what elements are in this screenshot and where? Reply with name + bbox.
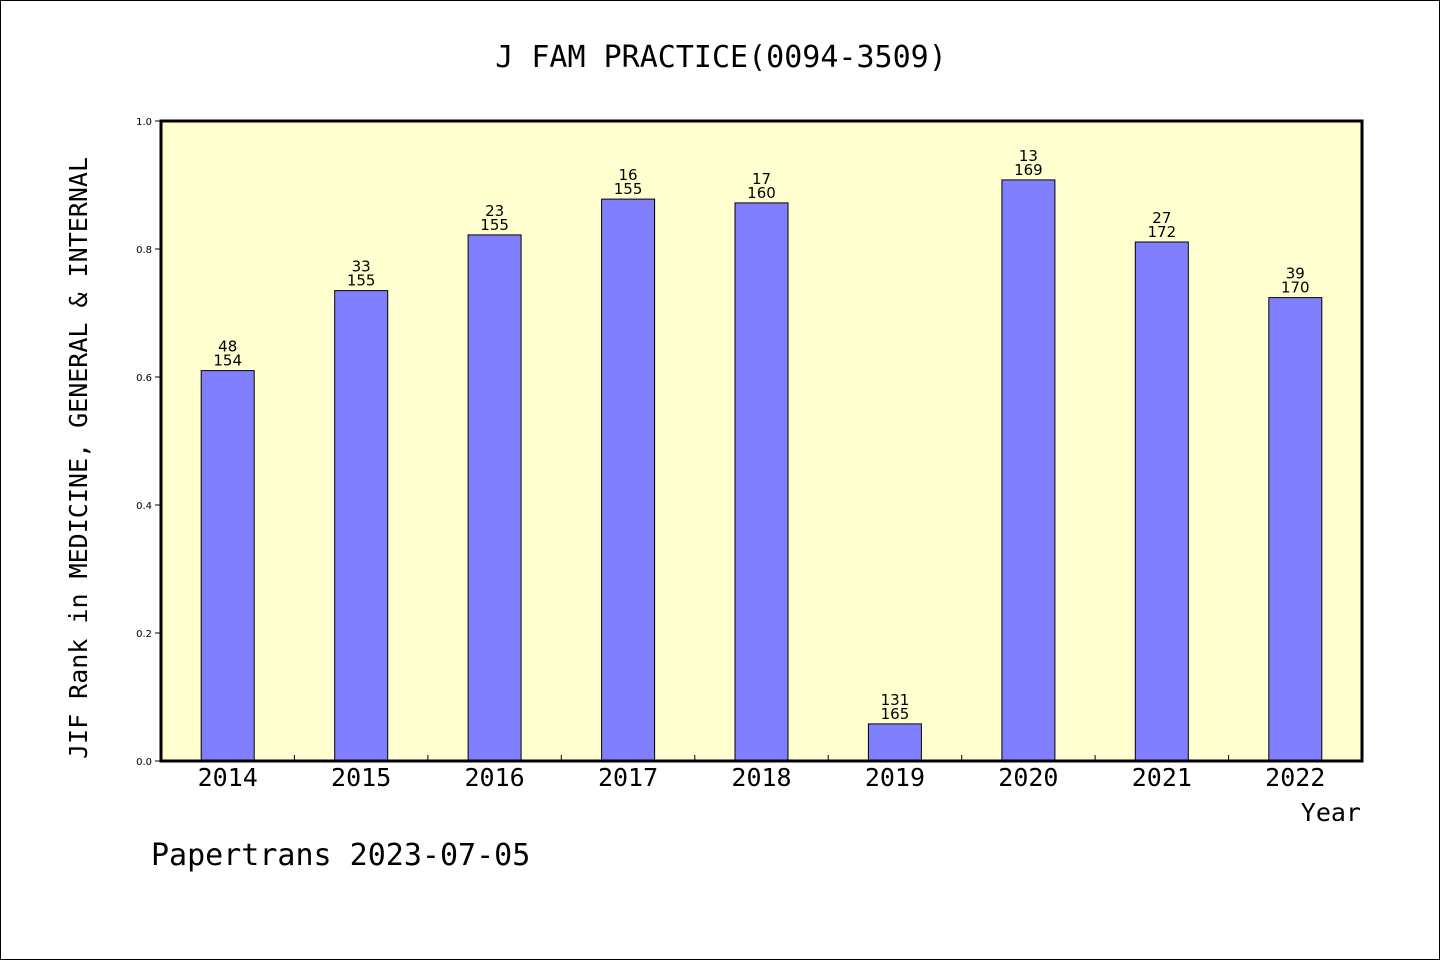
bar-total-label-2019: 165 <box>881 705 910 723</box>
y-tick-label: 0.4 <box>136 501 152 512</box>
bar-2016 <box>467 234 522 762</box>
y-axis: 0.0 0.2 0.4 0.6 0.8 1.0 <box>136 117 161 768</box>
x-tick-label-2021: 2021 <box>1132 763 1192 792</box>
bar-2020 <box>1001 179 1056 762</box>
x-tick-label-2014: 2014 <box>198 763 258 792</box>
bar-2022 <box>1268 297 1323 762</box>
x-tick-label-2015: 2015 <box>331 763 391 792</box>
x-tick-label-2018: 2018 <box>731 763 791 792</box>
x-tick-label-2017: 2017 <box>598 763 658 792</box>
bar-rank-label-2014: 48 <box>218 338 237 356</box>
bar-2017 <box>601 198 656 762</box>
bar-rank-label-2020: 13 <box>1019 147 1038 165</box>
plot-border <box>159 119 1364 763</box>
bar-total-label-2015: 155 <box>347 272 376 290</box>
x-tick-label-2020: 2020 <box>998 763 1058 792</box>
bar-total-label-2017: 155 <box>614 180 643 198</box>
y-tick-label: 0.2 <box>136 629 152 640</box>
bar-total-label-2021: 172 <box>1148 223 1177 241</box>
y-tick-label: 0.8 <box>136 245 152 256</box>
bar-rank-label-2021: 27 <box>1152 209 1171 227</box>
bar-2019 <box>867 723 922 762</box>
bar-rank-label-2015: 33 <box>352 258 371 276</box>
x-axis-title: Year <box>1301 798 1361 827</box>
bar-total-label-2022: 170 <box>1281 279 1310 297</box>
bar-rank-label-2018: 17 <box>752 170 771 188</box>
x-axis: 2014 2015 2016 2017 2018 2019 2020 2021 2022 <box>198 755 1325 792</box>
x-tick-label-2022: 2022 <box>1265 763 1325 792</box>
y-tick-label: 1.0 <box>136 117 152 128</box>
y-tick-label: 0.6 <box>136 373 152 384</box>
bar-total-label-2020: 169 <box>1014 161 1043 179</box>
bar-2014 <box>200 370 255 762</box>
y-axis-title: JIF Rank in MEDICINE, GENERAL & INTERNAL <box>64 157 93 759</box>
bar-rank-label-2019: 131 <box>881 691 910 709</box>
bar-2018 <box>734 202 789 762</box>
x-tick-label-2016: 2016 <box>465 763 525 792</box>
bar-rank-label-2017: 16 <box>619 166 638 184</box>
x-tick-label-2019: 2019 <box>865 763 925 792</box>
bar-2021 <box>1134 241 1189 762</box>
bar-rank-label-2016: 23 <box>485 202 504 220</box>
bars-layer: 4815433155231551615517160131165131692717… <box>200 147 1323 762</box>
bar-total-label-2018: 160 <box>747 184 776 202</box>
bar-2015 <box>334 290 389 762</box>
footer-text: Papertrans 2023-07-05 <box>151 838 530 873</box>
chart-title: J FAM PRACTICE(0094-3509) <box>495 40 947 75</box>
bar-rank-label-2022: 39 <box>1286 265 1305 283</box>
bar-total-label-2016: 155 <box>480 216 509 234</box>
y-tick-label: 0.0 <box>136 757 152 768</box>
bar-total-label-2014: 154 <box>213 352 242 370</box>
